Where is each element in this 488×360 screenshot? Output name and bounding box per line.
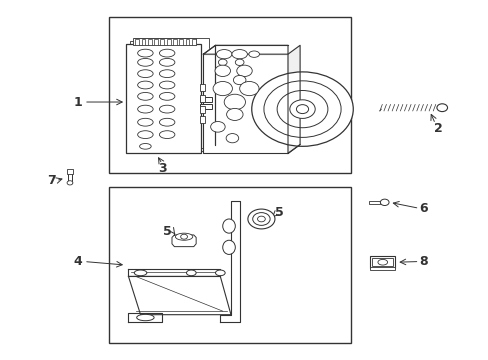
Ellipse shape [159,81,175,89]
Bar [126,44,201,153]
Polygon shape [128,269,220,276]
Ellipse shape [216,50,231,59]
Ellipse shape [159,131,175,139]
Text: 4: 4 [73,255,82,268]
Circle shape [180,234,187,239]
Bar [191,39,195,45]
Bar [371,258,393,266]
Circle shape [296,105,308,113]
Text: 1: 1 [73,95,82,108]
Ellipse shape [248,51,259,57]
Bar [147,39,151,45]
Ellipse shape [377,260,387,265]
Bar [173,39,177,45]
Ellipse shape [159,58,175,66]
Bar [67,169,73,174]
Text: 3: 3 [158,162,166,175]
Circle shape [380,199,388,206]
Ellipse shape [139,144,151,149]
Bar [166,39,170,45]
Ellipse shape [138,93,153,100]
Circle shape [247,209,274,229]
Circle shape [252,213,269,225]
Circle shape [67,181,73,185]
Bar [126,44,201,153]
Bar [160,39,164,45]
Bar [200,97,212,102]
Ellipse shape [159,118,175,126]
Bar [200,84,204,91]
Bar [130,41,204,150]
Ellipse shape [159,70,175,77]
Ellipse shape [231,50,247,59]
Ellipse shape [233,76,245,85]
Bar [141,39,145,45]
Ellipse shape [138,58,153,66]
Ellipse shape [175,233,192,240]
Bar [179,39,183,45]
Ellipse shape [138,105,153,113]
Ellipse shape [236,65,252,77]
Ellipse shape [213,81,232,96]
Text: 5: 5 [163,225,171,238]
Bar [200,95,204,102]
Ellipse shape [210,122,224,132]
Ellipse shape [225,134,238,143]
Ellipse shape [186,270,196,276]
Ellipse shape [159,49,175,57]
Ellipse shape [215,270,224,276]
Circle shape [436,104,447,112]
Ellipse shape [159,105,175,113]
Bar [368,201,379,204]
Text: 6: 6 [418,202,427,215]
Bar [369,256,394,268]
Bar [203,54,287,153]
Circle shape [257,216,265,222]
Ellipse shape [224,94,245,110]
Ellipse shape [137,314,154,321]
Ellipse shape [138,81,153,89]
Bar [200,116,204,123]
Bar [200,104,212,109]
Bar [134,38,208,148]
Polygon shape [287,45,300,153]
Ellipse shape [138,131,153,139]
Ellipse shape [138,118,153,126]
Ellipse shape [223,240,235,255]
Ellipse shape [134,270,146,276]
Circle shape [289,100,315,118]
Ellipse shape [159,93,175,100]
Polygon shape [128,276,230,315]
Bar [369,267,394,270]
Bar [109,187,350,343]
Ellipse shape [218,59,226,66]
Bar [68,173,72,183]
Ellipse shape [138,49,153,57]
Bar [185,39,189,45]
Bar [200,105,204,113]
Bar [133,37,196,45]
Polygon shape [172,235,196,247]
Ellipse shape [239,81,259,96]
Bar [135,39,139,45]
Text: 2: 2 [433,122,441,135]
Text: 7: 7 [47,174,55,187]
Ellipse shape [138,70,153,77]
Text: 5: 5 [275,206,284,219]
Ellipse shape [226,108,243,121]
Bar [154,39,158,45]
Polygon shape [220,201,239,322]
Circle shape [251,72,352,146]
Polygon shape [128,313,162,322]
Ellipse shape [235,59,244,66]
Text: 8: 8 [418,255,427,268]
Ellipse shape [223,219,235,233]
Polygon shape [203,45,287,54]
Ellipse shape [215,65,230,77]
Bar [109,17,350,173]
